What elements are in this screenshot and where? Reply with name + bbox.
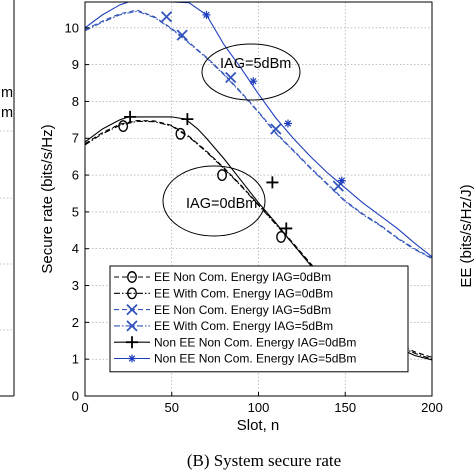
series-4 <box>84 10 433 260</box>
y-tick-label: 7 <box>72 131 79 146</box>
tick-layer: 0 50 100 150 200 0 1 2 3 4 5 6 7 8 9 10 <box>65 20 443 415</box>
y-tick-label: 3 <box>72 278 79 293</box>
legend-label: EE With Com. Energy IAG=5dBm <box>154 319 333 333</box>
legend-label: Non EE Non Com. Energy IAG=0dBm <box>154 335 356 349</box>
legend-marker <box>126 320 138 332</box>
series-marker <box>337 176 346 185</box>
legend-label: EE With Com. Energy IAG=0dBm <box>154 287 333 301</box>
y-tick-label: 9 <box>72 57 79 72</box>
right-figure-fragment: EE (bits/s/Hz/J) <box>458 184 474 287</box>
legend-marker <box>127 271 137 283</box>
series-marker <box>225 71 237 84</box>
series-marker <box>202 10 211 19</box>
series-marker <box>276 230 287 243</box>
legend: EE Non Com. Energy IAG=0dBm EE With Com. … <box>109 265 409 373</box>
y-tick-label: 0 <box>72 389 79 404</box>
annotation-iag-5dbm: IAG=5dBm <box>220 56 291 72</box>
legend-label: EE Non Com. Energy IAG=0dBm <box>154 270 331 284</box>
series-line <box>84 10 433 260</box>
figure-caption: (B) System secure rate <box>187 451 341 470</box>
legend-marker <box>126 303 138 316</box>
y-axis-label: Secure rate (bits/s/Hz) <box>39 124 56 273</box>
y-tick-label: 4 <box>72 241 79 256</box>
series-marker <box>283 119 292 128</box>
annotation-iag-0dbm: IAG=0dBm <box>186 196 257 212</box>
x-tick-label: 150 <box>334 400 356 415</box>
series-marker <box>249 77 258 86</box>
legend-label: Non EE Non Com. Energy IAG=5dBm <box>154 352 356 366</box>
grid <box>85 2 432 396</box>
series-marker <box>217 169 228 182</box>
legend-marker <box>126 336 138 349</box>
series-marker <box>266 176 279 189</box>
left-fragment-text: m <box>1 85 13 101</box>
y-tick-label: 8 <box>72 94 79 109</box>
series-3 <box>84 9 433 259</box>
series-marker <box>270 123 282 135</box>
x-tick-label: 50 <box>165 400 179 415</box>
series-marker <box>124 110 137 123</box>
series-marker <box>160 11 173 23</box>
legend-label: EE Non Com. Energy IAG=5dBm <box>154 303 331 317</box>
series-marker <box>181 113 194 126</box>
x-tick-label: 100 <box>248 400 270 415</box>
series-marker <box>280 222 293 235</box>
annotation-ellipse-5dbm <box>201 43 301 101</box>
legend-box <box>109 265 409 373</box>
series-marker <box>176 29 188 41</box>
legend-marker <box>128 354 136 363</box>
right-fragment-ylabel: EE (bits/s/Hz/J) <box>458 184 474 287</box>
x-tick-label: 0 <box>81 400 88 415</box>
annotation-ellipse-0dbm <box>162 165 266 237</box>
y-tick-label: 10 <box>65 20 79 35</box>
left-figure-fragment: m m <box>0 0 15 397</box>
x-tick-label: 200 <box>421 400 443 415</box>
left-fragment-text: m <box>1 105 13 121</box>
y-tick-label: 6 <box>72 168 79 183</box>
y-tick-label: 1 <box>72 352 79 367</box>
y-tick-label: 5 <box>72 204 79 219</box>
legend-marker <box>127 287 137 300</box>
y-tick-label: 2 <box>72 315 79 330</box>
x-axis-label: Slot, n <box>237 417 280 434</box>
plot-area: 0 50 100 150 200 0 1 2 3 4 5 6 7 8 9 10 IAG=5dBm IAG=0d… <box>65 1 443 415</box>
